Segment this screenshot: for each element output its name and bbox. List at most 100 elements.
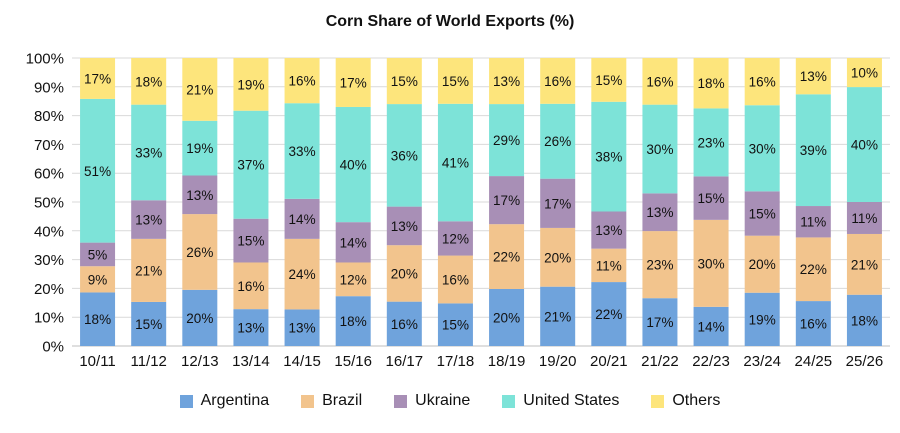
data-label: 21% xyxy=(544,309,571,324)
bar-segment-argentina xyxy=(131,301,167,346)
chart-title: Corn Share of World Exports (%) xyxy=(325,13,575,30)
data-label: 11% xyxy=(596,258,622,273)
bar-segment-brazil xyxy=(284,238,320,310)
bar-segment-others xyxy=(386,58,422,105)
y-tick-label: 60% xyxy=(34,166,64,183)
x-tick-label: 21/22 xyxy=(641,353,679,370)
stacked-bar-chart: 0% 10% 20% 30% 40% 50% 60% 70% 80% 90% 100% 18% 9% 5%… xyxy=(26,51,890,370)
bar-segment-argentina xyxy=(591,282,627,346)
bar-segment-united-states xyxy=(795,94,831,207)
bar-segment-argentina xyxy=(284,309,320,346)
data-label: 30% xyxy=(698,256,725,271)
bar-segment-ukraine xyxy=(489,176,525,225)
legend-item-ukraine: Ukraine xyxy=(394,392,470,410)
data-label: 19% xyxy=(749,312,776,327)
data-label: 38% xyxy=(595,150,622,165)
bar-segment-ukraine xyxy=(846,202,882,234)
data-label: 21% xyxy=(851,257,878,272)
data-label: 13% xyxy=(493,74,520,89)
x-tick-label: 16/17 xyxy=(386,353,424,370)
data-label: 13% xyxy=(800,69,827,84)
data-label: 16% xyxy=(237,279,264,294)
data-label: 15% xyxy=(595,73,622,88)
bar-segment-brazil xyxy=(642,231,678,299)
bar-segment-united-states xyxy=(489,104,525,177)
bar-segment-others xyxy=(744,58,780,106)
x-tick-label: 18/19 xyxy=(488,353,526,370)
data-label: 15% xyxy=(749,207,776,222)
bar-segment-others xyxy=(233,58,269,111)
bar-segment-others xyxy=(591,58,627,102)
bar-segment-ukraine xyxy=(131,200,167,239)
bar-segment-ukraine xyxy=(693,176,729,220)
legend-label: United States xyxy=(523,392,620,409)
data-label: 17% xyxy=(646,315,673,330)
data-label: 5% xyxy=(88,247,108,262)
data-label: 37% xyxy=(237,158,264,173)
y-tick-label: 40% xyxy=(34,223,64,240)
bar-segment-brazil xyxy=(795,237,831,302)
data-label: 22% xyxy=(493,250,520,265)
bar-segment-others xyxy=(182,58,218,121)
bar-segment-united-states xyxy=(693,108,729,177)
data-label: 19% xyxy=(237,77,264,92)
legend-item-united-states: United States xyxy=(502,392,619,410)
data-label: 17% xyxy=(544,196,571,211)
x-tick-label: 17/18 xyxy=(437,353,475,370)
bar-segment-united-states xyxy=(591,101,627,212)
data-label: 17% xyxy=(340,75,367,90)
bar-segment-brazil xyxy=(744,235,780,293)
legend-item-argentina: Argentina xyxy=(179,392,269,410)
data-label: 14% xyxy=(698,319,725,334)
data-label: 13% xyxy=(646,205,673,220)
bar-segment-brazil xyxy=(591,248,627,283)
data-label: 51% xyxy=(84,164,111,179)
data-label: 20% xyxy=(493,310,520,325)
legend-item-brazil: Brazil xyxy=(301,392,362,410)
bar-segment-ukraine xyxy=(80,242,116,267)
data-label: 15% xyxy=(135,317,162,332)
data-label: 18% xyxy=(340,314,367,329)
legend-swatch xyxy=(394,394,408,408)
bar-segment-brazil xyxy=(437,255,473,304)
data-label: 14% xyxy=(340,235,367,250)
bar-segment-argentina xyxy=(846,294,882,346)
data-label: 20% xyxy=(544,250,571,265)
data-label: 33% xyxy=(289,144,316,159)
bar-segment-brazil xyxy=(335,262,371,297)
data-label: 15% xyxy=(698,191,725,206)
legend-swatch xyxy=(651,394,665,408)
data-label: 24% xyxy=(289,267,316,282)
bar-segment-argentina xyxy=(233,309,269,346)
bar-segment-argentina xyxy=(182,289,218,346)
bar-segment-ukraine xyxy=(335,222,371,263)
x-tick-label: 11/12 xyxy=(130,353,166,370)
bar-segment-united-states xyxy=(284,103,320,199)
data-label: 9% xyxy=(88,272,108,287)
bar-segment-argentina xyxy=(80,292,116,346)
data-label: 16% xyxy=(749,75,776,90)
y-tick-label: 70% xyxy=(34,137,64,154)
bar-segment-ukraine xyxy=(795,206,831,238)
y-tick-label: 0% xyxy=(42,339,64,356)
x-tick-label: 22/23 xyxy=(692,353,730,370)
bar-segment-brazil xyxy=(131,238,167,302)
data-label: 15% xyxy=(237,234,264,249)
data-label: 39% xyxy=(800,143,827,158)
data-label: 16% xyxy=(289,74,316,89)
data-label: 17% xyxy=(493,193,520,208)
bar-segment-brazil xyxy=(233,262,269,310)
data-label: 33% xyxy=(135,145,162,160)
y-tick-label: 50% xyxy=(34,195,64,212)
bar-segment-others xyxy=(335,58,371,107)
bar-segment-brazil xyxy=(386,245,422,302)
data-label: 30% xyxy=(646,142,673,157)
data-label: 22% xyxy=(595,307,622,322)
data-label: 26% xyxy=(186,245,213,260)
data-label: 40% xyxy=(340,158,367,173)
data-label: 18% xyxy=(135,74,162,89)
data-label: 30% xyxy=(749,141,776,156)
bar-segment-others xyxy=(540,58,576,104)
bar-segment-united-states xyxy=(437,103,473,222)
bar-segment-argentina xyxy=(642,298,678,346)
